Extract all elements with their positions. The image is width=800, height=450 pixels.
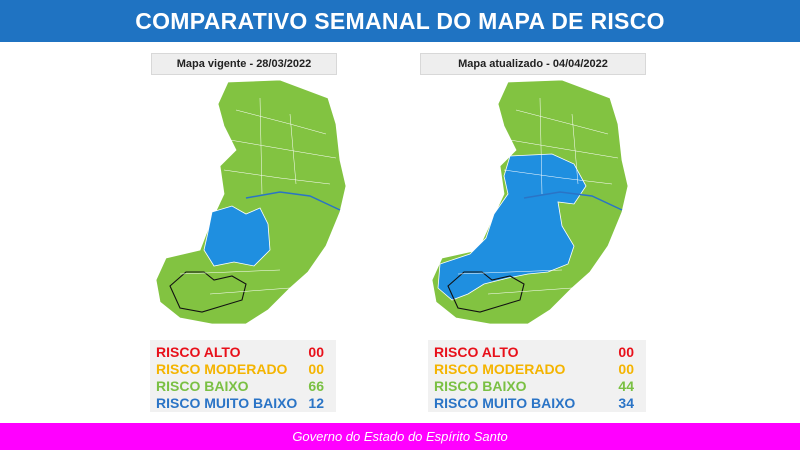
legend-count: 00 [618,344,634,360]
footer-text: Governo do Estado do Espírito Santo [292,429,508,444]
page-title: COMPARATIVO SEMANAL DO MAPA DE RISCO [135,7,665,34]
current-map-label: Mapa vigente - 28/03/2022 [151,53,337,75]
legend-row-muito-baixo: RISCO MUITO BAIXO 34 [428,395,646,412]
legend-label: RISCO MODERADO [434,361,566,377]
municipal-borders [179,97,337,295]
legend-row-moderado: RISCO MODERADO 00 [150,361,336,378]
legend-label: RISCO MODERADO [156,361,288,377]
legend-count: 34 [618,395,634,411]
updated-risk-map [431,79,629,325]
legend-label: RISCO BAIXO [434,378,527,394]
updated-map-legend: RISCO ALTO 00 RISCO MODERADO 00 RISCO BA… [428,340,646,412]
legend-count: 00 [618,361,634,377]
footer-bar: Governo do Estado do Espírito Santo [0,423,800,450]
legend-row-moderado: RISCO MODERADO 00 [428,361,646,378]
legend-row-alto: RISCO ALTO 00 [150,344,336,361]
legend-count: 66 [308,378,324,394]
legend-row-baixo: RISCO BAIXO 44 [428,378,646,395]
microregion-border [447,271,525,313]
current-map-legend: RISCO ALTO 00 RISCO MODERADO 00 RISCO BA… [150,340,336,412]
legend-label: RISCO ALTO [156,344,241,360]
low-risk-region-blue [203,205,271,267]
microregion-border [169,271,247,313]
legend-row-alto: RISCO ALTO 00 [428,344,646,361]
municipal-borders [457,97,619,295]
legend-count: 00 [308,361,324,377]
legend-row-muito-baixo: RISCO MUITO BAIXO 12 [150,395,336,412]
low-risk-region-blue [437,153,587,301]
legend-count: 44 [618,378,634,394]
legend-count: 00 [308,344,324,360]
legend-count: 12 [308,395,324,411]
current-risk-map [155,79,347,325]
legend-label: RISCO MUITO BAIXO [156,395,298,411]
doce-river [523,191,623,211]
legend-label: RISCO MUITO BAIXO [434,395,576,411]
legend-row-baixo: RISCO BAIXO 66 [150,378,336,395]
legend-label: RISCO BAIXO [156,378,249,394]
state-outline-green [155,79,347,325]
legend-label: RISCO ALTO [434,344,519,360]
updated-map-label: Mapa atualizado - 04/04/2022 [420,53,646,75]
title-bar: COMPARATIVO SEMANAL DO MAPA DE RISCO [0,0,800,42]
doce-river [245,191,341,211]
